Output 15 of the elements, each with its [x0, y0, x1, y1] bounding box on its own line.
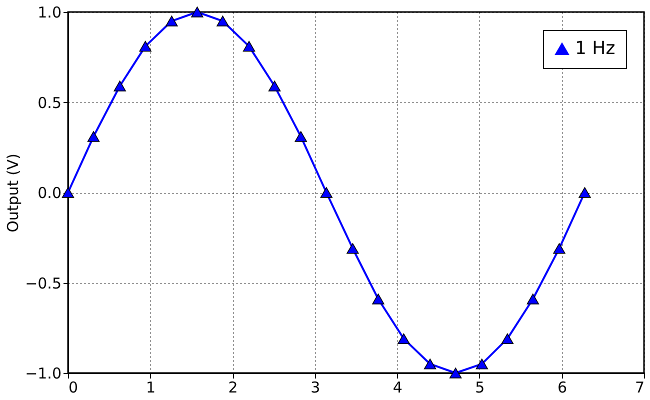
y-axis-title: Output (V) — [4, 154, 22, 232]
x-tick-label: 3 — [310, 378, 320, 396]
y-tick-label: 0.5 — [38, 94, 62, 112]
x-tick-label: 1 — [146, 378, 156, 396]
x-tick-label: 0 — [68, 378, 78, 396]
x-tick-label: 7 — [634, 378, 644, 396]
y-tick-label: 0.0 — [38, 184, 62, 202]
x-tick-label: 4 — [392, 378, 402, 396]
x-tick-label: 5 — [475, 378, 485, 396]
x-tick-label: 2 — [228, 378, 238, 396]
x-tick-label: 6 — [557, 378, 567, 396]
y-tick-label: 1.0 — [38, 4, 62, 22]
y-tick-label: −0.5 — [25, 274, 62, 292]
y-tick-label: −1.0 — [25, 364, 62, 382]
legend-label: 1 Hz — [575, 38, 616, 59]
